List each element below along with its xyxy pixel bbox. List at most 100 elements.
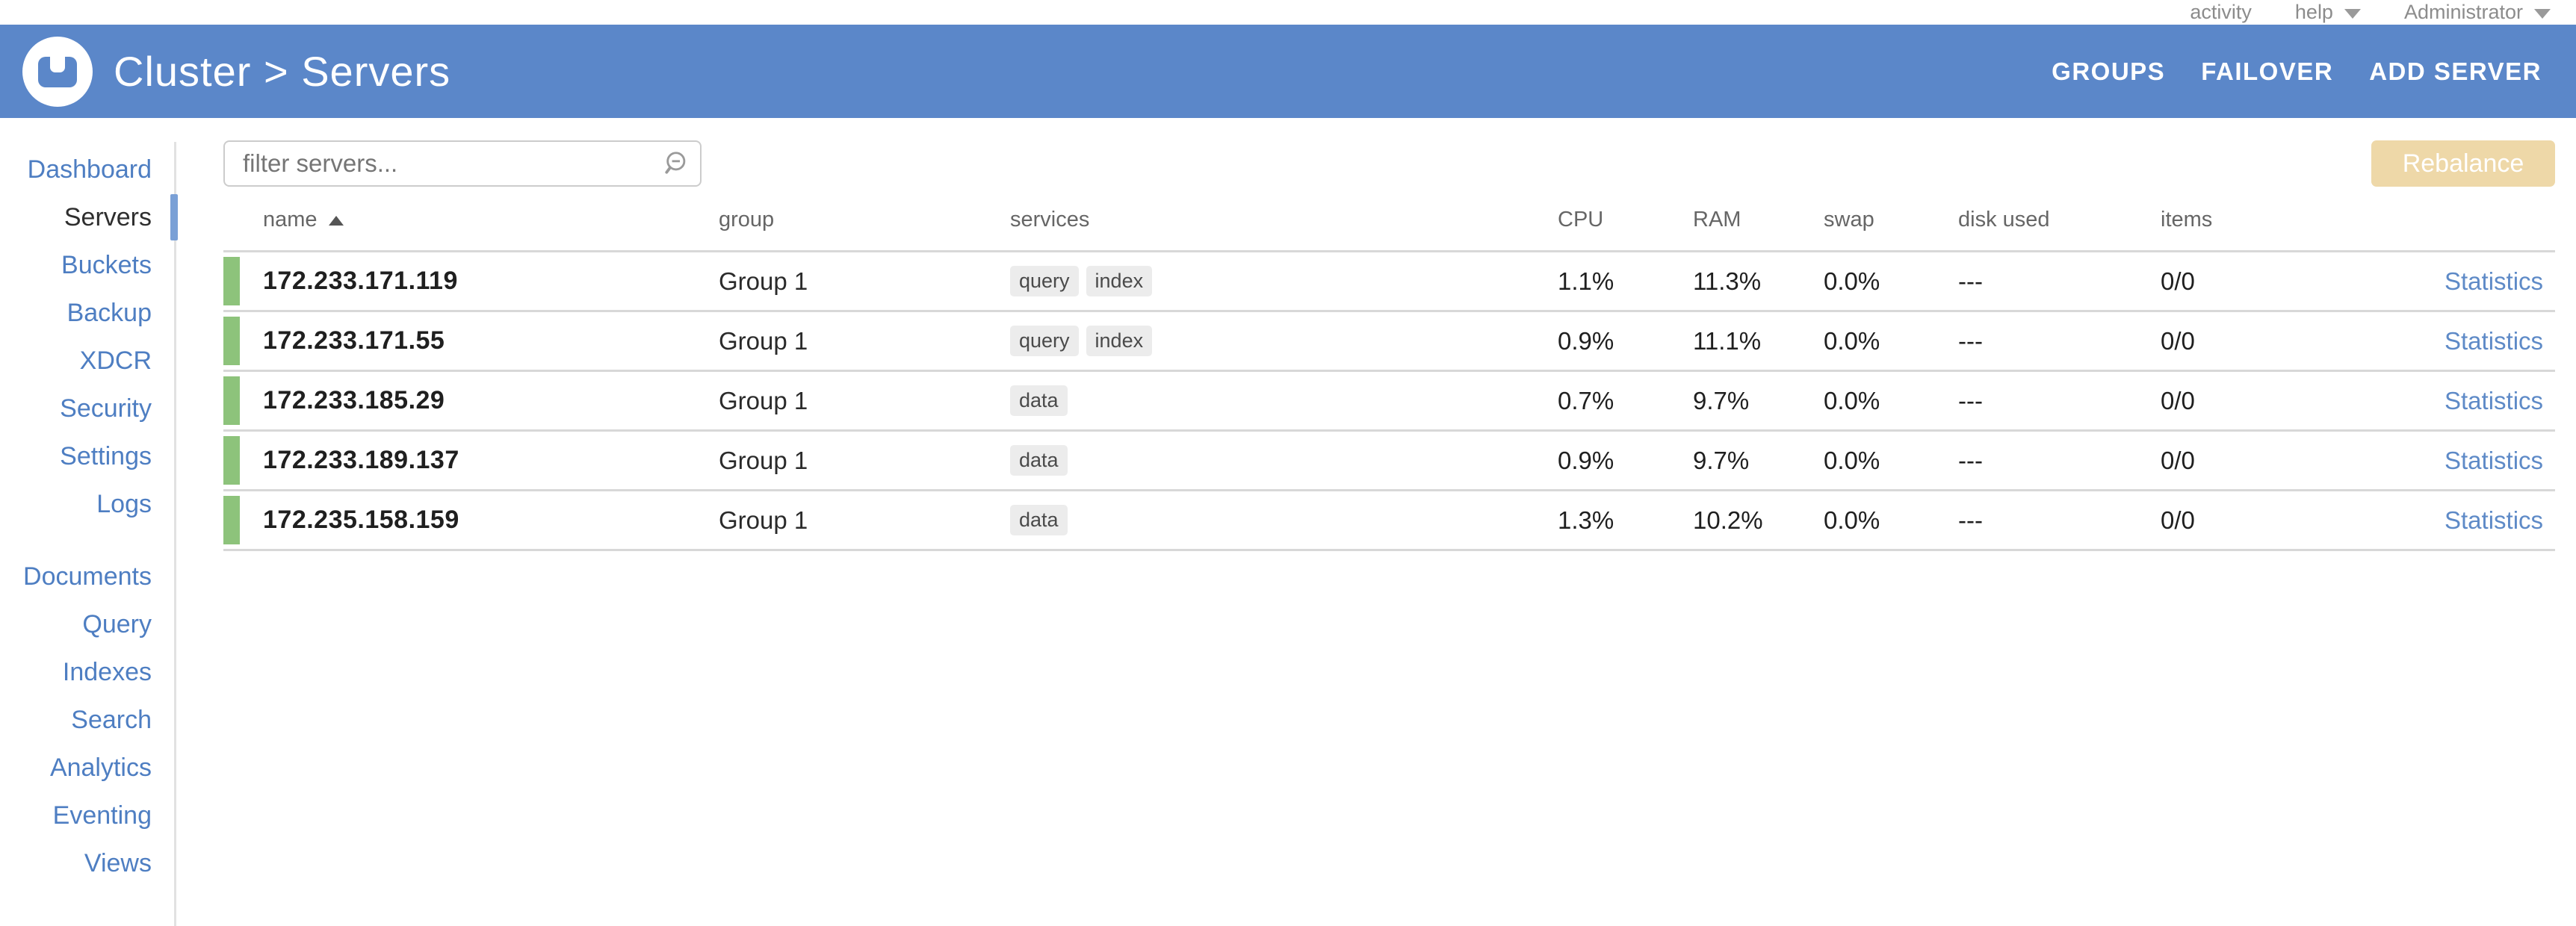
server-items: 0/0 xyxy=(2161,446,2195,474)
server-items: 0/0 xyxy=(2161,267,2195,295)
server-services: query index xyxy=(1010,265,1558,297)
activity-link[interactable]: activity xyxy=(2190,2,2252,22)
couchbase-logo-icon xyxy=(22,36,93,107)
sidebar-item[interactable]: Buckets xyxy=(61,250,152,279)
server-cpu: 0.9% xyxy=(1558,446,1614,474)
sidebar-item[interactable]: Search xyxy=(71,705,152,734)
column-header-ram[interactable]: RAM xyxy=(1693,208,1741,232)
column-header-cpu[interactable]: CPU xyxy=(1558,208,1604,232)
sidebar-item[interactable]: Settings xyxy=(60,441,152,470)
table-row[interactable]: 172.235.158.159 Group 1 data 1.3% 10.2% … xyxy=(223,491,2555,551)
statistics-link[interactable]: Statistics xyxy=(2445,386,2544,414)
filter-servers-input[interactable] xyxy=(223,140,702,187)
service-badge: data xyxy=(1010,444,1068,476)
server-items: 0/0 xyxy=(2161,386,2195,414)
sidebar-item[interactable]: Analytics xyxy=(49,753,152,782)
server-group: Group 1 xyxy=(719,386,808,414)
caret-down-icon xyxy=(2344,8,2361,19)
column-header-items[interactable]: items xyxy=(2161,208,2213,232)
toolbar: Rebalance xyxy=(223,140,2555,187)
table-row[interactable]: 172.233.189.137 Group 1 data 0.9% 9.7% 0… xyxy=(223,432,2555,491)
column-header-swap[interactable]: swap xyxy=(1824,208,1874,232)
server-cpu: 1.1% xyxy=(1558,267,1614,295)
server-table: name group services CPU RAM swap disk us… xyxy=(223,190,2555,551)
server-ram: 10.2% xyxy=(1693,506,1763,534)
server-cpu: 1.3% xyxy=(1558,506,1614,534)
column-header-services[interactable]: services xyxy=(1010,208,1090,232)
server-disk-used: --- xyxy=(1958,386,1983,414)
server-cpu: 0.7% xyxy=(1558,386,1614,414)
server-name: 172.233.171.55 xyxy=(263,326,445,355)
server-status-bar xyxy=(223,496,240,544)
server-group: Group 1 xyxy=(719,326,808,355)
help-menu[interactable]: help xyxy=(2295,2,2361,22)
help-label: help xyxy=(2294,1,2333,23)
service-badge: index xyxy=(1086,265,1153,297)
sidebar-item[interactable]: Eventing xyxy=(52,801,152,830)
sidebar-item[interactable]: Query xyxy=(82,609,152,638)
column-header-name[interactable]: name xyxy=(223,208,719,232)
table-header: name group services CPU RAM swap disk us… xyxy=(223,190,2555,252)
sidebar-item[interactable]: Security xyxy=(60,394,152,423)
column-header-disk-used[interactable]: disk used xyxy=(1958,208,2050,232)
sidebar-item[interactable]: Logs xyxy=(96,489,152,518)
sidebar-item[interactable]: Dashboard xyxy=(27,155,152,184)
server-ram: 9.7% xyxy=(1693,446,1750,474)
table-row[interactable]: 172.233.171.55 Group 1 query index 0.9% … xyxy=(223,312,2555,372)
server-swap: 0.0% xyxy=(1824,446,1880,474)
server-status-bar xyxy=(223,376,240,425)
server-swap: 0.0% xyxy=(1824,506,1880,534)
server-ram: 11.3% xyxy=(1693,267,1762,295)
server-items: 0/0 xyxy=(2161,506,2195,534)
rebalance-button[interactable]: Rebalance xyxy=(2371,140,2555,187)
server-cpu: 0.9% xyxy=(1558,326,1614,355)
topbar: activity help Administrator xyxy=(0,0,2576,25)
server-group: Group 1 xyxy=(719,446,808,474)
sidebar-secondary-nav: Documents Query Indexes Search Analytics… xyxy=(0,553,176,887)
main: Dashboard Servers Buckets Backup XDCR Se… xyxy=(0,118,2576,926)
header-nav-item[interactable]: ADD SERVER xyxy=(2369,57,2542,85)
server-services: data xyxy=(1010,504,1558,536)
table-row[interactable]: 172.233.185.29 Group 1 data 0.7% 9.7% 0.… xyxy=(223,372,2555,432)
server-status-bar xyxy=(223,317,240,365)
server-swap: 0.0% xyxy=(1824,326,1880,355)
server-services: data xyxy=(1010,385,1558,417)
sidebar-item[interactable]: Indexes xyxy=(62,657,152,686)
statistics-link[interactable]: Statistics xyxy=(2445,326,2544,355)
service-badge: data xyxy=(1010,385,1068,417)
app-header: Cluster > Servers GROUPS FAILOVER ADD SE… xyxy=(0,25,2576,118)
sidebar-item[interactable]: XDCR xyxy=(79,346,152,375)
server-disk-used: --- xyxy=(1958,446,1983,474)
server-name: 172.235.158.159 xyxy=(263,506,459,534)
statistics-link[interactable]: Statistics xyxy=(2445,267,2544,295)
sidebar-primary-nav: Dashboard Servers Buckets Backup XDCR Se… xyxy=(0,146,178,528)
statistics-link[interactable]: Statistics xyxy=(2445,446,2544,474)
service-badge: query xyxy=(1010,265,1079,297)
user-label: Administrator xyxy=(2403,1,2523,23)
server-name: 172.233.189.137 xyxy=(263,446,459,474)
user-menu[interactable]: Administrator xyxy=(2404,2,2551,22)
service-badge: data xyxy=(1010,504,1068,536)
content: Rebalance name group services CPU RAM sw… xyxy=(176,118,2576,926)
server-name: 172.233.171.119 xyxy=(263,267,458,295)
sidebar-item[interactable]: Views xyxy=(84,848,152,877)
server-disk-used: --- xyxy=(1958,267,1983,295)
server-disk-used: --- xyxy=(1958,326,1983,355)
sidebar-divider xyxy=(174,142,176,926)
header-nav: GROUPS FAILOVER ADD SERVER xyxy=(2052,25,2542,118)
server-ram: 11.1% xyxy=(1693,326,1762,355)
server-services: query index xyxy=(1010,325,1558,357)
search-icon xyxy=(665,152,686,174)
sidebar-item[interactable]: Servers xyxy=(0,193,178,241)
server-swap: 0.0% xyxy=(1824,267,1880,295)
header-nav-item[interactable]: GROUPS xyxy=(2052,57,2166,85)
sidebar-item[interactable]: Documents xyxy=(23,562,152,591)
header-nav-item[interactable]: FAILOVER xyxy=(2201,57,2334,85)
page-title: Cluster > Servers xyxy=(114,48,451,95)
sidebar-item[interactable]: Backup xyxy=(66,298,152,327)
server-services: data xyxy=(1010,444,1558,476)
column-header-group[interactable]: group xyxy=(719,208,775,232)
table-row[interactable]: 172.233.171.119 Group 1 query index 1.1%… xyxy=(223,252,2555,312)
statistics-link[interactable]: Statistics xyxy=(2445,506,2544,534)
server-group: Group 1 xyxy=(719,506,808,534)
